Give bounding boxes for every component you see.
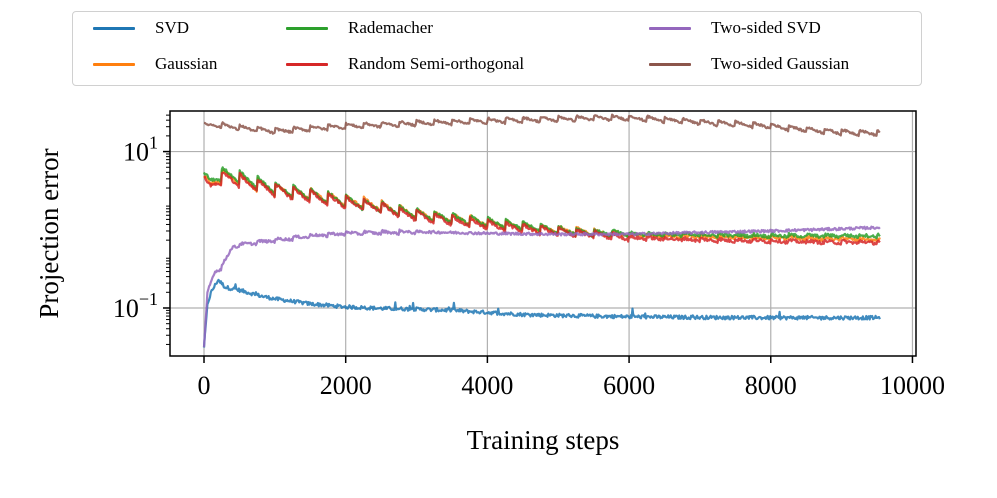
series-layer bbox=[202, 113, 881, 348]
legend-label: SVD bbox=[155, 18, 190, 37]
legend-swatch bbox=[93, 26, 135, 30]
y-tick-label: 10−1 bbox=[113, 289, 158, 323]
legend-swatch bbox=[93, 62, 135, 66]
plot-frame bbox=[169, 110, 917, 357]
tick-layer: 0 2000 4000 6000 8000 10000 10−1 101 bbox=[113, 114, 945, 400]
y-tick-label: 101 bbox=[123, 133, 158, 167]
x-tick-label: 8000 bbox=[745, 371, 797, 400]
legend-label: Gaussian bbox=[155, 54, 218, 73]
legend-label: Rademacher bbox=[348, 18, 433, 37]
legend-swatch bbox=[649, 26, 691, 30]
legend: SVD Gaussian Rademacher Random Semi-orthogo… bbox=[72, 11, 922, 86]
series-line-two-sided-svd bbox=[202, 225, 881, 348]
x-tick-label: 6000 bbox=[603, 371, 655, 400]
legend-swatch bbox=[649, 62, 691, 66]
x-tick-label: 4000 bbox=[461, 371, 513, 400]
legend-item: Random Semi-orthogonal bbox=[286, 53, 524, 75]
x-tick-label: 0 bbox=[198, 371, 211, 400]
legend-item: Rademacher bbox=[286, 17, 433, 39]
series-line-two-sided-gaussian bbox=[203, 113, 881, 138]
x-tick-label: 2000 bbox=[320, 371, 372, 400]
y-axis-label: Projection error bbox=[34, 148, 64, 318]
x-tick-label: 10000 bbox=[880, 371, 945, 400]
legend-label: Two-sided Gaussian bbox=[711, 54, 850, 73]
legend-swatch bbox=[286, 62, 328, 66]
legend-swatch bbox=[286, 26, 328, 30]
legend-label: Random Semi-orthogonal bbox=[348, 54, 525, 73]
series-line-rademacher bbox=[202, 166, 881, 240]
series-line-svd bbox=[202, 278, 881, 348]
legend-item: Gaussian bbox=[93, 53, 217, 75]
x-axis-label: Training steps bbox=[467, 425, 620, 455]
series-line-random-semi-orthogonal bbox=[203, 171, 881, 246]
legend-label: Two-sided SVD bbox=[711, 18, 821, 37]
legend-item: Two-sided Gaussian bbox=[649, 53, 849, 75]
legend-item: SVD bbox=[93, 17, 189, 39]
legend-item: Two-sided SVD bbox=[649, 17, 821, 39]
